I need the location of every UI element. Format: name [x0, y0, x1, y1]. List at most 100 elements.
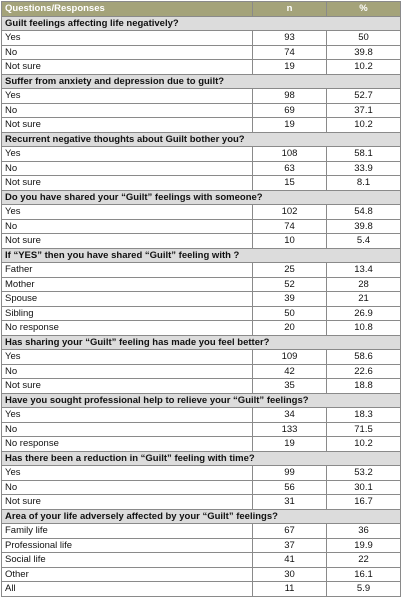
response-label: Not sure: [1, 233, 253, 249]
response-row: Social life 41 22: [1, 552, 401, 568]
response-count: 67: [252, 523, 327, 539]
response-row: No 74 39.8: [1, 44, 401, 60]
response-label: Yes: [1, 407, 253, 423]
response-count: 52: [252, 276, 327, 292]
response-count: 11: [252, 581, 327, 597]
n-header: n: [252, 1, 327, 17]
response-row: Mother 52 28: [1, 276, 401, 292]
response-percent: 16.7: [326, 494, 401, 510]
response-count: 93: [252, 30, 327, 46]
response-count: 63: [252, 160, 327, 176]
response-percent: 53.2: [326, 465, 401, 481]
response-label: Yes: [1, 88, 253, 104]
response-percent: 28: [326, 276, 401, 292]
response-percent: 39.8: [326, 44, 401, 60]
response-percent: 30.1: [326, 479, 401, 495]
response-percent: 50: [326, 30, 401, 46]
section-row: Area of your life adversely affected by …: [1, 508, 401, 524]
response-row: Yes 102 54.8: [1, 204, 401, 220]
response-label: Yes: [1, 204, 253, 220]
response-percent: 22: [326, 552, 401, 568]
response-percent: 22.6: [326, 363, 401, 379]
question-header: Questions/Responses: [1, 1, 253, 17]
response-label: No response: [1, 436, 253, 452]
response-percent: 52.7: [326, 88, 401, 104]
response-count: 74: [252, 44, 327, 60]
response-percent: 71.5: [326, 421, 401, 437]
response-percent: 10.8: [326, 320, 401, 336]
percent-header: %: [326, 1, 401, 17]
response-row: Not sure 19 10.2: [1, 59, 401, 75]
response-percent: 18.3: [326, 407, 401, 423]
response-percent: 10.2: [326, 117, 401, 133]
section-title: Area of your life adversely affected by …: [1, 508, 401, 524]
response-count: 42: [252, 363, 327, 379]
response-count: 74: [252, 218, 327, 234]
response-row: Yes 109 58.6: [1, 349, 401, 365]
response-row: All 11 5.9: [1, 581, 401, 597]
response-row: Father 25 13.4: [1, 262, 401, 278]
response-percent: 10.2: [326, 436, 401, 452]
response-percent: 8.1: [326, 175, 401, 191]
response-percent: 5.4: [326, 233, 401, 249]
section-row: Recurrent negative thoughts about Guilt …: [1, 131, 401, 147]
response-count: 37: [252, 537, 327, 553]
response-count: 133: [252, 421, 327, 437]
response-percent: 16.1: [326, 566, 401, 582]
response-label: Yes: [1, 30, 253, 46]
response-percent: 21: [326, 291, 401, 307]
response-label: No response: [1, 320, 253, 336]
response-count: 50: [252, 305, 327, 321]
response-percent: 39.8: [326, 218, 401, 234]
response-label: Yes: [1, 465, 253, 481]
response-row: Not sure 15 8.1: [1, 175, 401, 191]
response-label: Not sure: [1, 117, 253, 133]
response-row: Sibling 50 26.9: [1, 305, 401, 321]
response-count: 31: [252, 494, 327, 510]
response-row: Yes 99 53.2: [1, 465, 401, 481]
response-count: 30: [252, 566, 327, 582]
section-title: Recurrent negative thoughts about Guilt …: [1, 131, 401, 147]
response-row: Not sure 19 10.2: [1, 117, 401, 133]
response-count: 109: [252, 349, 327, 365]
section-row: Guilt feelings affecting life negatively…: [1, 15, 401, 31]
response-percent: 37.1: [326, 102, 401, 118]
section-title: Has sharing your “Guilt” feeling has mad…: [1, 334, 401, 350]
response-label: Sibling: [1, 305, 253, 321]
response-percent: 13.4: [326, 262, 401, 278]
response-label: No: [1, 160, 253, 176]
section-row: Has there been a reduction in “Guilt” fe…: [1, 450, 401, 466]
response-row: Not sure 35 18.8: [1, 378, 401, 394]
response-row: Family life 67 36: [1, 523, 401, 539]
response-label: No: [1, 218, 253, 234]
response-row: Professional life 37 19.9: [1, 537, 401, 553]
response-row: No 74 39.8: [1, 218, 401, 234]
header-row: Questions/Responses n%: [1, 1, 401, 17]
response-percent: 58.1: [326, 146, 401, 162]
section-row: Has sharing your “Guilt” feeling has mad…: [1, 334, 401, 350]
response-count: 56: [252, 479, 327, 495]
response-percent: 10.2: [326, 59, 401, 75]
response-row: Not sure 10 5.4: [1, 233, 401, 249]
response-row: No 63 33.9: [1, 160, 401, 176]
response-label: Father: [1, 262, 253, 278]
response-percent: 54.8: [326, 204, 401, 220]
response-label: Not sure: [1, 378, 253, 394]
response-row: Yes 108 58.1: [1, 146, 401, 162]
response-percent: 26.9: [326, 305, 401, 321]
response-label: Yes: [1, 349, 253, 365]
section-title: Do you have shared your “Guilt” feelings…: [1, 189, 401, 205]
response-row: No 133 71.5: [1, 421, 401, 437]
response-label: Not sure: [1, 59, 253, 75]
response-count: 69: [252, 102, 327, 118]
response-label: No: [1, 44, 253, 60]
section-row: If “YES” then you have shared “Guilt” fe…: [1, 247, 401, 263]
response-row: No 56 30.1: [1, 479, 401, 495]
response-row: Yes 34 18.3: [1, 407, 401, 423]
response-label: No: [1, 421, 253, 437]
response-label: Professional life: [1, 537, 253, 553]
response-count: 41: [252, 552, 327, 568]
response-label: Not sure: [1, 494, 253, 510]
